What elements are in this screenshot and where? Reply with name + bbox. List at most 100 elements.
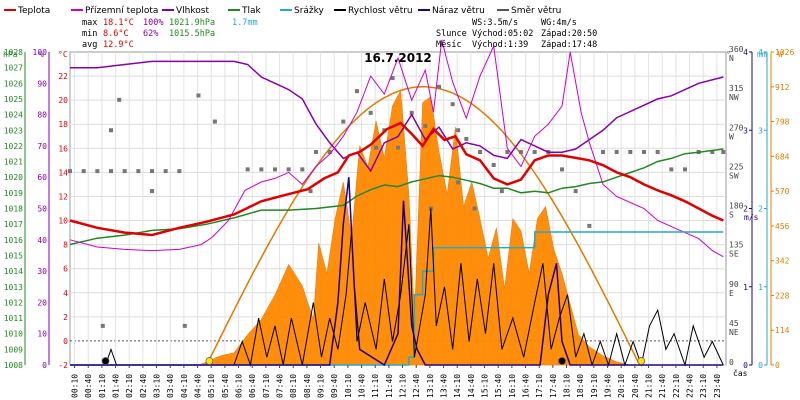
- tick-label-deg: 90: [729, 280, 739, 289]
- tick-label-degc: 22: [58, 72, 68, 81]
- tick-label-w: 1026: [775, 48, 794, 57]
- tick-label-compass: SW: [729, 171, 739, 180]
- wind-direction-point: [587, 223, 592, 228]
- stats-min-label: min: [82, 29, 97, 39]
- wind-direction-point: [355, 89, 359, 94]
- tick-label-time: 03:40: [166, 374, 175, 398]
- tick-label-w: 912: [775, 83, 790, 92]
- tick-label-time: 21:40: [658, 374, 667, 398]
- marker-point: [558, 357, 566, 365]
- tick-label-time: 20:40: [631, 374, 640, 398]
- unit-w: W: [778, 50, 783, 59]
- tick-label-time: 00:40: [84, 374, 93, 398]
- tick-label-time: 19:10: [590, 374, 599, 398]
- wind-sun-info: WS:3.5m/s WG:4m/s Slunce Východ:05:02 Zá…: [436, 18, 597, 50]
- tick-label-ms: 0: [743, 361, 748, 370]
- tick-label-degc: 18: [58, 120, 68, 129]
- tick-label-compass: NE: [729, 328, 739, 337]
- sun-rise: Východ:05:02: [472, 29, 533, 39]
- tick-label-pct: 50: [37, 205, 47, 214]
- wind-direction-point: [409, 110, 414, 115]
- wind-speed-info: WS:3.5m/s: [472, 18, 518, 28]
- wind-direction-point: [81, 169, 86, 174]
- stats-avg-label: avg: [82, 40, 97, 50]
- tick-label-mm: 3: [758, 126, 763, 135]
- tick-label-hpa: 1016: [4, 236, 23, 245]
- tick-label-hpa: 1020: [4, 173, 23, 182]
- tick-label-degc: 14: [58, 168, 68, 177]
- wind-direction-point: [308, 189, 313, 194]
- tick-label-degc: 2: [63, 313, 68, 322]
- wind-gust-info: WG:4m/s: [541, 18, 577, 28]
- tick-label-time: 20:10: [617, 374, 626, 398]
- tick-label-time: 19:40: [604, 374, 613, 398]
- wind-direction-point: [614, 149, 619, 154]
- tick-label-pct: 90: [37, 79, 47, 88]
- tick-label-compass: NW: [729, 93, 739, 102]
- tick-label-pct: 10: [37, 330, 47, 339]
- marker-point: [101, 357, 110, 365]
- wind-direction-point: [710, 149, 715, 154]
- tick-label-hpa: 1021: [4, 158, 23, 167]
- tick-label-deg: 225: [729, 162, 744, 171]
- wind-direction-point: [390, 76, 395, 81]
- wind-direction-point: [437, 84, 441, 89]
- wind-direction-point: [117, 97, 122, 102]
- tick-label-w: 570: [775, 187, 790, 196]
- wind-direction-point: [374, 145, 379, 150]
- tick-label-compass: N: [729, 54, 734, 63]
- wind-speed-line: [70, 208, 724, 367]
- wind-direction-point: [273, 167, 277, 172]
- tick-label-time: 17:10: [535, 374, 544, 398]
- sun-label: Slunce: [436, 29, 467, 39]
- tick-label-time: 11:40: [385, 374, 394, 398]
- stats-max-pressure: 1021.9hPa: [169, 18, 215, 28]
- stats-max-temp: 18.1°C: [103, 18, 134, 28]
- wind-direction-point: [669, 167, 674, 172]
- tick-label-time: 23:40: [713, 374, 722, 398]
- wind-direction-point: [245, 167, 250, 172]
- tick-label-deg: 45: [729, 319, 739, 328]
- wind-direction-point: [456, 128, 461, 133]
- wind-direction-point: [150, 189, 154, 194]
- tick-label-time: 05:40: [221, 374, 230, 398]
- tick-label-hpa: 1008: [4, 361, 23, 370]
- tick-label-w: 0: [775, 361, 780, 370]
- stats-block: max 18.1°C 100% 1021.9hPa 1.7mm min 8.6°…: [82, 18, 258, 50]
- stats-max-rain: 1.7mm: [232, 18, 258, 28]
- tick-label-degc: 16: [58, 144, 68, 153]
- unit-pct: %: [39, 50, 44, 59]
- tick-label-pct: 20: [37, 298, 47, 307]
- tick-label-hpa: 1010: [4, 330, 23, 339]
- tick-label-time: 08:40: [303, 374, 312, 398]
- temperature-line: [69, 121, 724, 237]
- wind-direction-point: [150, 169, 154, 174]
- unit-degc: °C: [58, 50, 68, 59]
- rain-line: [70, 231, 724, 366]
- wind-direction-point: [109, 128, 113, 133]
- ground-temperature-line: [69, 39, 724, 258]
- legend-label: Směr větru: [511, 6, 561, 16]
- wind-direction-point: [560, 167, 564, 172]
- tick-label-degc: 6: [63, 265, 68, 274]
- wind-direction-point: [259, 167, 264, 172]
- tick-label-hpa: 1015: [4, 251, 23, 260]
- wind-direction-point: [491, 163, 496, 168]
- wind-direction-point: [122, 169, 127, 174]
- tick-label-hpa: 1026: [4, 79, 23, 88]
- wind-direction-point: [341, 119, 346, 124]
- legend-label: Srážky: [294, 6, 325, 16]
- wind-direction-point: [573, 189, 578, 194]
- tick-label-time: 06:10: [235, 374, 244, 398]
- tick-label-time: 02:40: [139, 374, 148, 398]
- tick-label-time: 04:10: [180, 374, 189, 398]
- tick-label-degc: 8: [63, 241, 68, 250]
- tick-label-ms: 2: [743, 205, 748, 214]
- tick-label-time: 03:10: [153, 374, 162, 398]
- tick-label-pct: 80: [37, 111, 47, 120]
- axes-layer: 1028102710261025102410231022102110201019…: [4, 45, 795, 398]
- wind-direction-point: [601, 149, 605, 154]
- solar-theoretical-curve: [206, 86, 640, 366]
- tick-label-ms: 1: [743, 283, 748, 292]
- wind-direction-point: [212, 119, 217, 124]
